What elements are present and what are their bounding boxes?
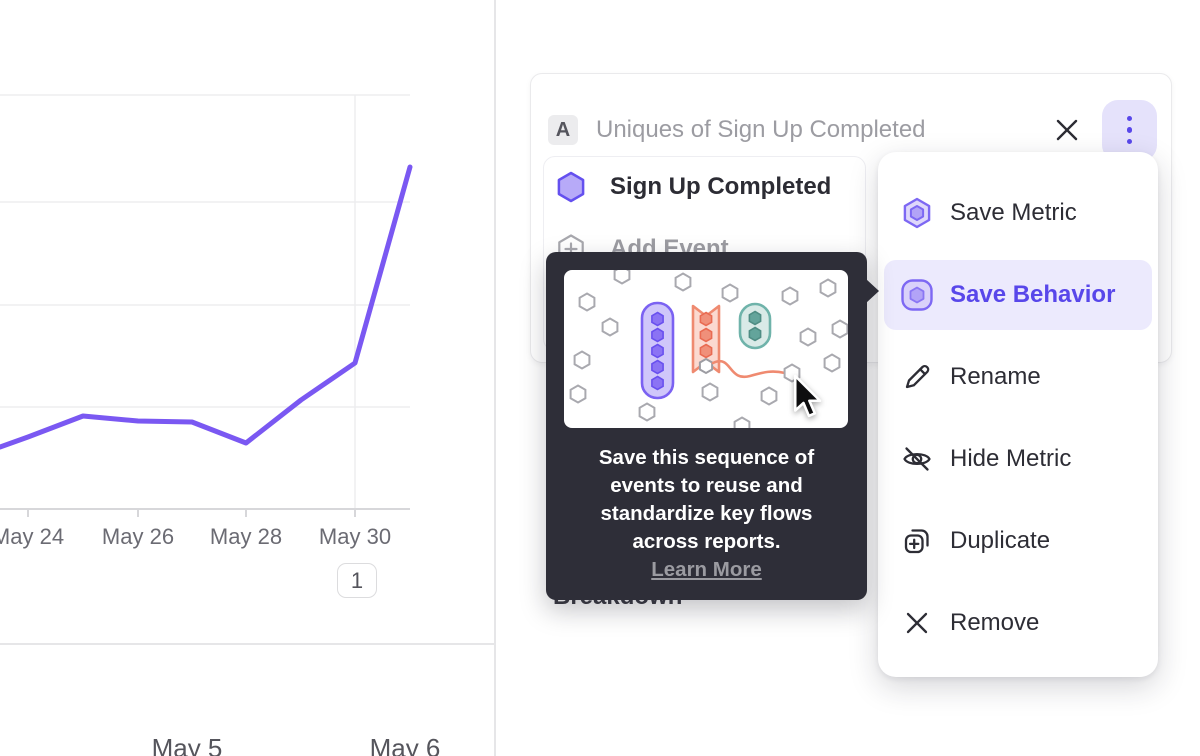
menu-item-label: Save Behavior (950, 281, 1116, 308)
menu-item-duplicate[interactable]: Duplicate (884, 506, 1152, 576)
event-row-sign-up-completed[interactable]: Sign Up Completed (556, 170, 831, 204)
duplicate-icon (900, 524, 934, 558)
x-icon (900, 606, 934, 640)
menu-item-save-metric[interactable]: Save Metric (884, 178, 1152, 248)
learn-more-link[interactable]: Learn More (651, 558, 762, 581)
chart-gridlines (0, 94, 410, 509)
tooltip-arrow (866, 279, 879, 303)
chart-line-path (0, 164, 413, 450)
menu-item-label: Rename (950, 363, 1041, 390)
kebab-icon (1126, 115, 1133, 122)
eye-off-icon (900, 442, 934, 476)
menu-item-remove[interactable]: Remove (884, 588, 1152, 658)
pagination-button[interactable]: 1 (337, 563, 377, 598)
section-divider (0, 643, 494, 645)
close-button[interactable] (1054, 117, 1080, 143)
purple-sequence-group (640, 301, 675, 400)
salmon-sequence-group (691, 304, 721, 375)
x-axis-tick-label: May 24 (0, 524, 65, 549)
chart-axis (0, 508, 410, 517)
event-name: Sign Up Completed (610, 173, 832, 200)
menu-item-label: Remove (950, 609, 1040, 636)
sequence-illustration-graphic (569, 270, 848, 428)
scattered-hexagons (569, 270, 848, 428)
context-menu: Save Metric Save Behavior Rename (878, 152, 1158, 677)
menu-item-label: Duplicate (950, 527, 1051, 554)
pencil-icon (900, 360, 934, 394)
save-metric-hexagon-icon (900, 196, 934, 230)
event-hexagon-icon (557, 171, 585, 203)
menu-item-hide-metric[interactable]: Hide Metric (884, 424, 1152, 494)
line-chart (0, 94, 413, 517)
menu-item-rename[interactable]: Rename (884, 342, 1152, 412)
more-options-button[interactable] (1102, 99, 1157, 161)
metric-title[interactable]: Uniques of Sign Up Completed (596, 116, 926, 143)
save-behavior-icon (900, 278, 934, 312)
series-badge: A (548, 115, 578, 145)
save-behavior-tooltip: Save this sequence of events to reuse an… (546, 252, 879, 600)
connector-squiggle (711, 359, 787, 379)
tooltip-message: Save this sequence of events to reuse an… (598, 446, 815, 553)
tooltip-body: Save this sequence of events to reuse an… (572, 444, 841, 584)
sequence-illustration (564, 270, 848, 428)
menu-item-label: Save Metric (950, 199, 1077, 226)
menu-item-save-behavior[interactable]: Save Behavior (884, 260, 1152, 330)
menu-item-label: Hide Metric (950, 445, 1072, 472)
bottom-chart-label: May 5 (151, 733, 223, 756)
metric-panel-header: A Uniques of Sign Up Completed (548, 99, 1157, 161)
teal-sequence-group (738, 302, 772, 350)
pane-divider (494, 0, 496, 756)
mouse-cursor-icon (793, 374, 822, 418)
x-axis-tick-label: May 26 (101, 524, 175, 549)
bottom-chart-label: May 6 (369, 733, 441, 756)
close-icon (1056, 119, 1078, 141)
x-axis-tick-label: May 28 (209, 524, 283, 549)
x-axis-tick-label: May 30 (318, 524, 392, 549)
